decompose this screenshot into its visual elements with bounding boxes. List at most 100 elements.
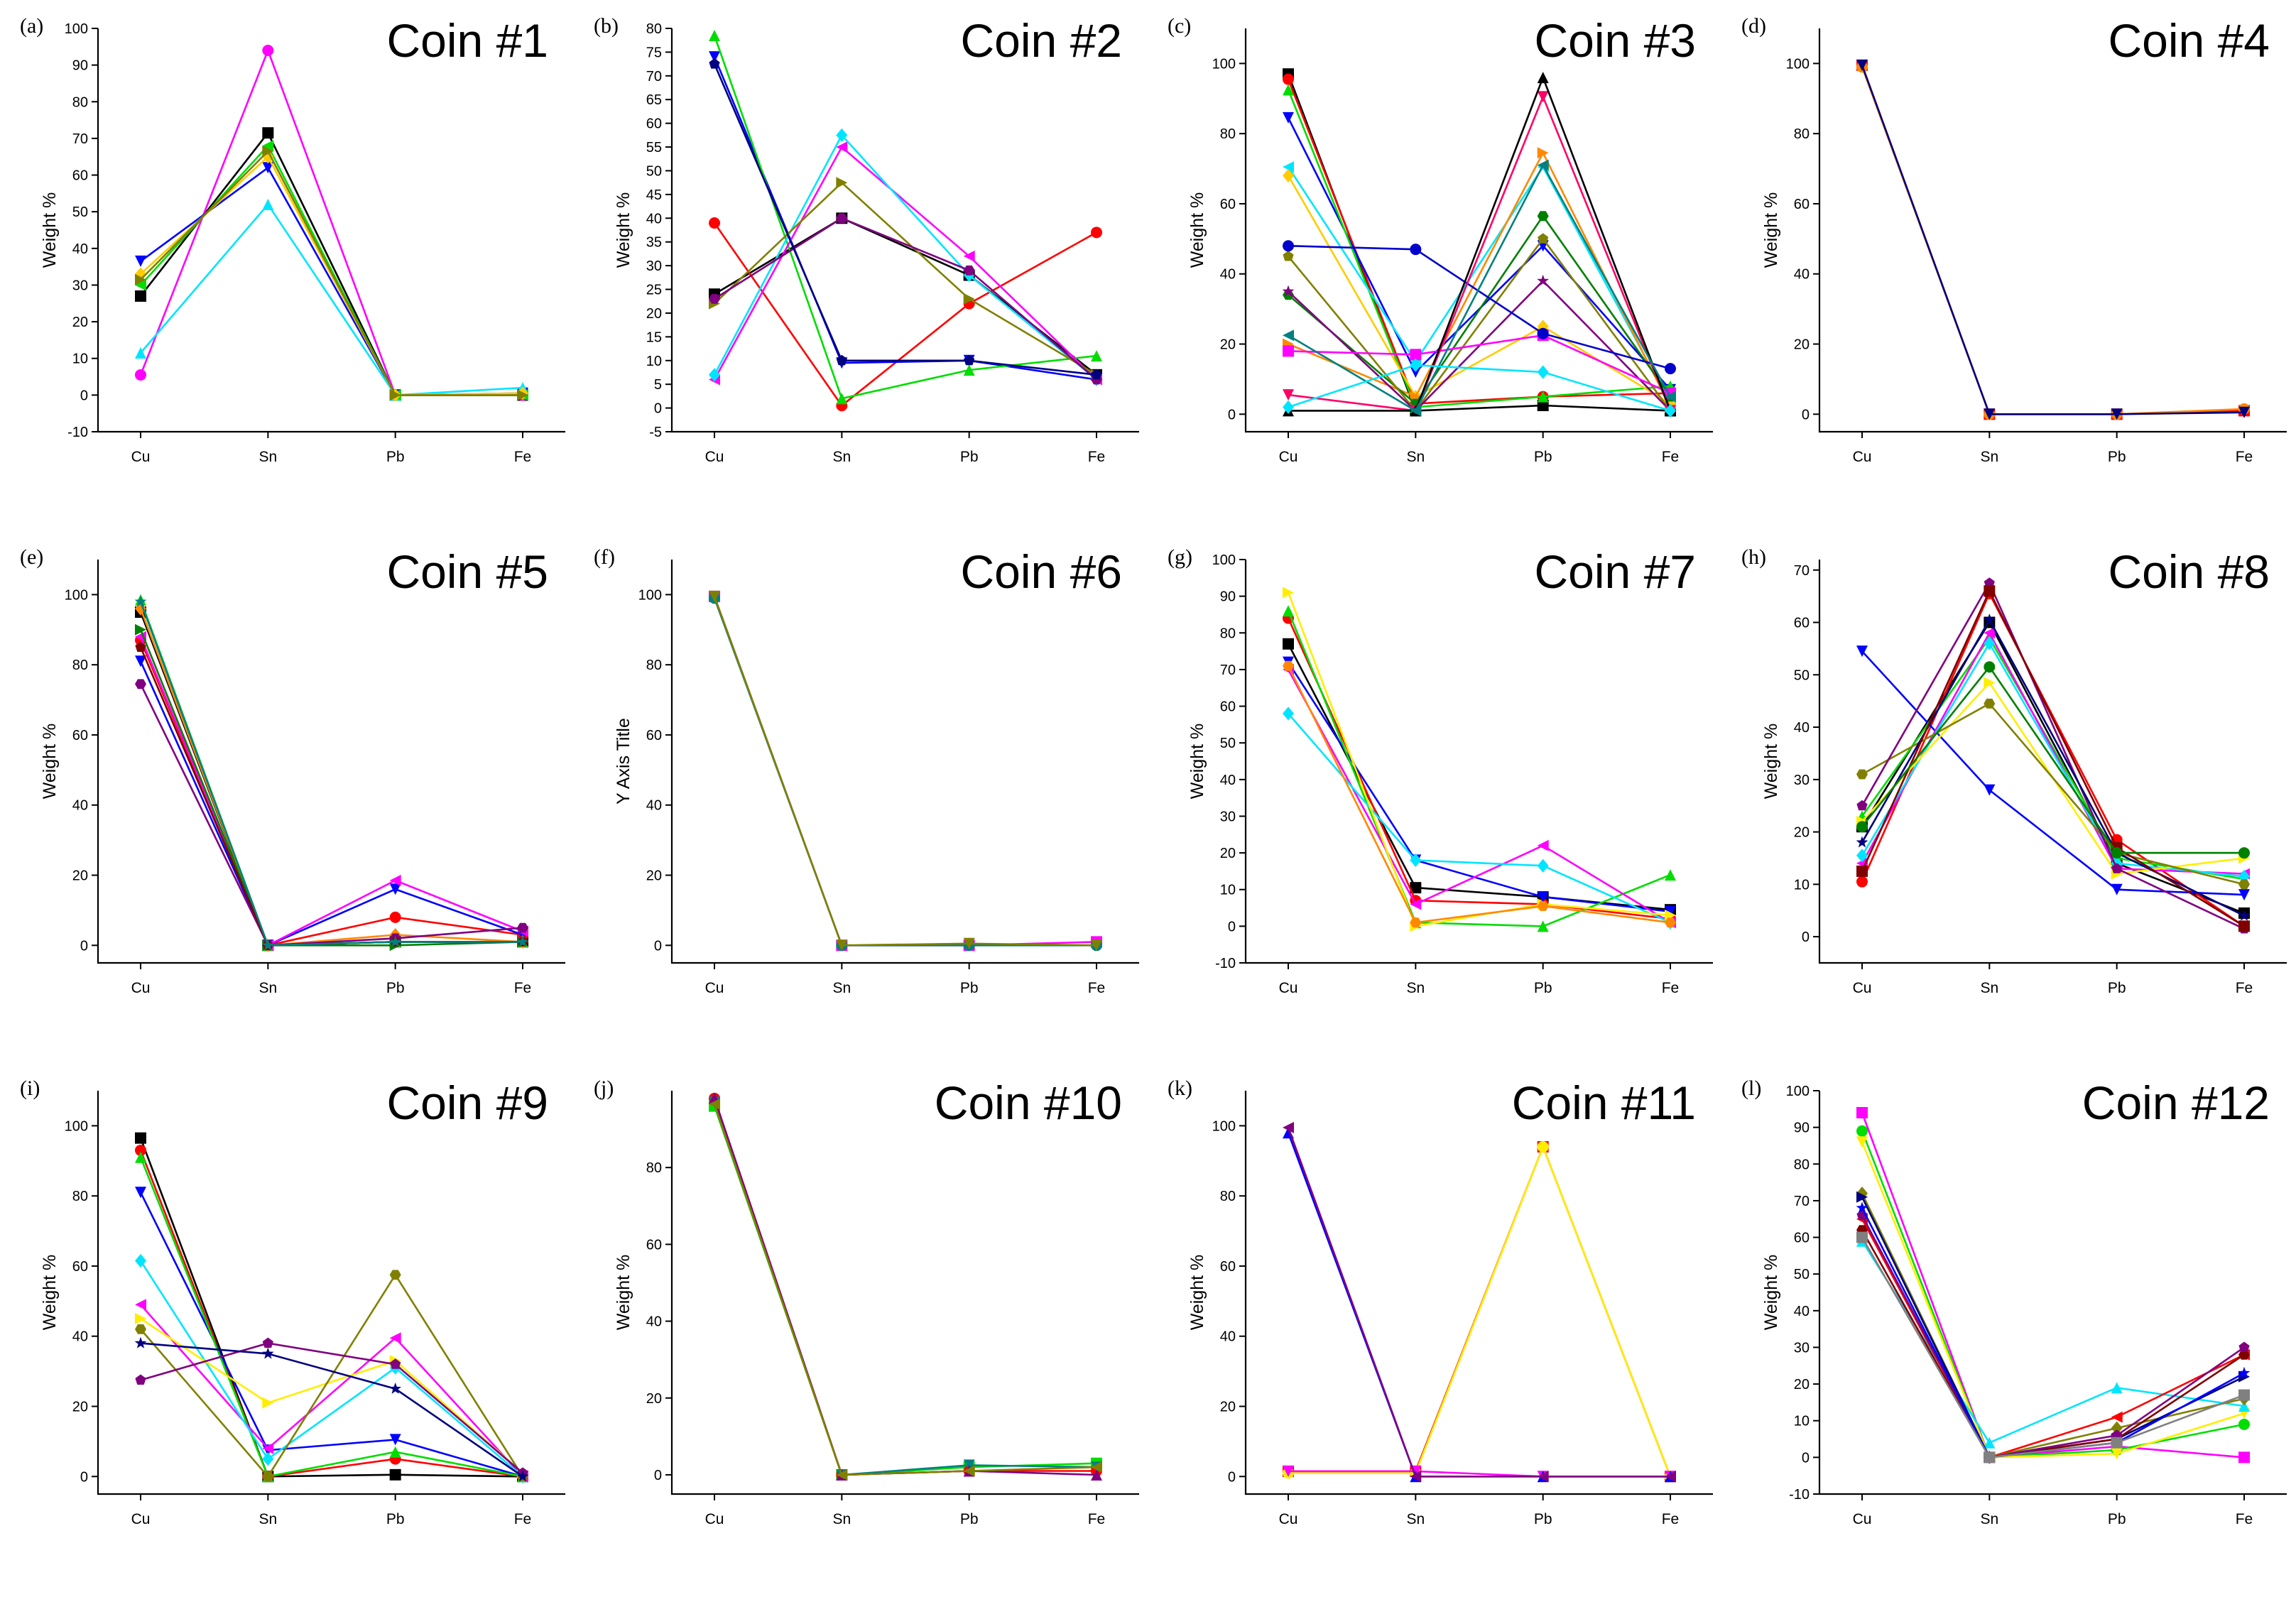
- data-point-s14-pb: [1537, 72, 1549, 84]
- y-axis-label: Weight %: [1761, 1255, 1781, 1331]
- data-point-s4-cu: [135, 347, 146, 359]
- data-point-s5-fe: [1091, 1461, 1102, 1473]
- y-tick-label: 80: [646, 21, 662, 37]
- y-tick-label: 10: [1794, 1414, 1810, 1429]
- data-point-s2-pb: [1537, 1141, 1549, 1153]
- data-point-s8-fe: [517, 922, 528, 933]
- series-line-s12: [1288, 244, 1671, 370]
- x-tick-label-cu: Cu: [705, 449, 724, 465]
- data-point-s5-sn: [836, 1469, 848, 1481]
- data-point-s4-pb: [389, 1446, 401, 1458]
- data-point-s10-cu: [134, 1336, 147, 1348]
- chart-panel-g: -10 0 10 20 30 40 50 60 70 80 90 100 Cu Sn Pb Fe Weight …: [1148, 531, 1721, 1062]
- data-point-s16-sn: [1410, 358, 1422, 372]
- data-point-s9-sn: [836, 354, 847, 366]
- chart-panel-i: 0 20 40 60 80 100 Cu Sn Pb Fe Weight % (i) Coin #9: [0, 1062, 574, 1593]
- y-tick-label: 0: [1228, 919, 1236, 934]
- data-point-s9-sn: [1984, 577, 1995, 588]
- data-point-s11-cu: [1283, 345, 1294, 357]
- y-tick-label: 30: [1794, 1340, 1810, 1356]
- x-tick-label-sn: Sn: [1406, 449, 1425, 465]
- axes-frame: [670, 560, 1139, 964]
- series-line-s8: [140, 1272, 524, 1478]
- data-point-s3-cu: [135, 255, 146, 267]
- data-point-s4-pb: [1537, 391, 1549, 403]
- series-line-s3: [713, 1101, 1097, 1476]
- chart-panel-k: 0 20 40 60 80 100 Cu Sn Pb Fe Weight % (k) Coin #11: [1148, 1062, 1721, 1593]
- data-point-s5-cu: [135, 1299, 146, 1311]
- data-point-s4-cu: [1283, 605, 1294, 617]
- y-tick-label: -10: [67, 425, 88, 440]
- x-tick-label-cu: Cu: [131, 449, 151, 465]
- chart-title: Coin #11: [1511, 1077, 1696, 1129]
- data-point-s15-sn: [1410, 405, 1422, 417]
- chart-title: Coin #10: [934, 1077, 1122, 1129]
- data-point-s1-cu: [135, 1132, 146, 1144]
- data-point-s6-sn: [836, 128, 848, 142]
- y-tick-label: 60: [1220, 197, 1236, 212]
- y-tick-label: 80: [646, 658, 662, 673]
- data-point-s4-fe: [1091, 350, 1102, 362]
- series-line-s5: [1287, 165, 1672, 405]
- series-line-s2: [1861, 1130, 2245, 1459]
- series-line-s3: [713, 596, 1097, 947]
- data-point-s1-sn: [262, 127, 274, 139]
- chart-svg-c: 0 20 40 60 80 100 Cu Sn Pb Fe Weight %: [1187, 28, 1713, 465]
- y-tick-label: 40: [1220, 773, 1236, 788]
- series-line-s8: [1861, 702, 2245, 885]
- series-line-s2: [139, 1150, 523, 1478]
- data-point-s10-fe: [516, 1470, 529, 1482]
- series-line-s8: [139, 683, 523, 947]
- series-line-s2: [1287, 618, 1671, 920]
- x-tick-label-pb: Pb: [2108, 449, 2126, 465]
- data-point-s6-sn: [1410, 853, 1422, 867]
- y-tick-label: 45: [646, 187, 662, 203]
- y-axis-label: Weight %: [1187, 192, 1207, 268]
- y-tick-label: 20: [646, 868, 662, 884]
- data-point-s8-cu: [1856, 769, 1868, 780]
- data-point-s5-fe: [1665, 1471, 1676, 1483]
- y-tick-label: 20: [72, 1400, 88, 1415]
- y-tick-label: -10: [1215, 956, 1236, 971]
- y-tick-label: 60: [1220, 699, 1236, 715]
- chart-title: Coin #1: [386, 14, 549, 67]
- data-point-s7-pb: [1537, 147, 1549, 159]
- data-point-s12-sn: [1410, 244, 1422, 256]
- series-line-s4: [713, 35, 1097, 400]
- y-tick-label: 100: [638, 587, 662, 603]
- data-point-s4-sn: [1984, 1437, 1996, 1449]
- y-tick-label: 20: [72, 315, 88, 330]
- series-line-s9: [713, 63, 1097, 376]
- axes-frame: [1244, 1091, 1713, 1495]
- chart-panel-l: -10 0 10 20 30 40 50 60 70 80 90 100 Cu Sn Pb Fe Weight …: [1721, 1062, 2295, 1593]
- y-tick-label: 0: [1802, 930, 1810, 945]
- x-tick-label-cu: Cu: [1279, 980, 1298, 996]
- data-point-s9-cu: [709, 58, 720, 69]
- x-tick-label-fe: Fe: [2236, 980, 2253, 996]
- data-point-s3-sn: [1984, 784, 1996, 796]
- data-point-s1-pb: [389, 1468, 401, 1481]
- y-tick-label: 75: [646, 45, 662, 60]
- panel-letter: (g): [1168, 545, 1192, 569]
- data-point-s3-pb: [1537, 891, 1549, 903]
- chart-title: Coin #2: [960, 14, 1123, 67]
- series-line-s13: [1288, 94, 1672, 412]
- data-point-s16-pb: [1537, 365, 1549, 379]
- x-tick-label-fe: Fe: [1088, 449, 1106, 465]
- axes-frame: [670, 1091, 1139, 1495]
- data-point-s6-pb: [1537, 859, 1549, 873]
- series-line-s2: [713, 597, 1097, 947]
- series-line-s1: [1861, 620, 2245, 915]
- series-line-s3: [1861, 1141, 2245, 1459]
- series-line-s4: [1287, 89, 1671, 408]
- data-point-s8-cu: [135, 1324, 146, 1334]
- series-line-s3: [140, 166, 523, 396]
- data-point-s3-sn: [262, 162, 274, 174]
- data-point-s11-pb: [2111, 1437, 2123, 1449]
- data-point-s3-cu: [1856, 645, 1868, 658]
- data-point-s6-sn: [1984, 636, 1996, 650]
- x-tick-label-cu: Cu: [705, 1511, 724, 1527]
- y-tick-label: 60: [1794, 1231, 1810, 1246]
- series-line-s16: [1288, 364, 1671, 412]
- data-point-s5-cu: [135, 631, 146, 643]
